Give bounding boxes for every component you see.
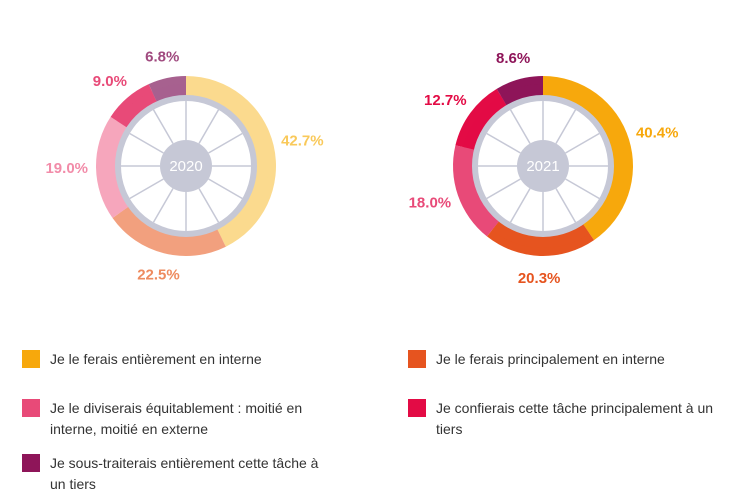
data-label: 20.3% xyxy=(518,270,561,287)
wheel-spoke xyxy=(198,109,220,144)
data-label: 19.0% xyxy=(45,160,88,177)
wheel-hub xyxy=(160,140,212,192)
wheel-spoke xyxy=(555,188,577,223)
donut-slice-inner-band xyxy=(463,95,507,150)
donut-slice-inner-band xyxy=(491,220,590,249)
wheel-spoke xyxy=(152,109,174,144)
data-label: 6.8% xyxy=(145,49,179,66)
donut-slice-inner-band xyxy=(119,206,223,248)
wheel-spoke xyxy=(198,188,220,223)
wheel-spoke xyxy=(486,132,521,154)
wheel-spoke xyxy=(208,178,243,200)
wheel-spoke xyxy=(509,109,531,144)
wheel-hub xyxy=(517,140,569,192)
donut-slice-inner-band xyxy=(103,121,129,214)
data-label: 42.7% xyxy=(281,133,324,150)
wheel-spoke xyxy=(555,109,577,144)
wheel-spoke xyxy=(129,178,164,200)
year-label: 2020 xyxy=(169,158,202,175)
wheel-spoke xyxy=(565,132,600,154)
wheel-spoke xyxy=(565,178,600,200)
donut-slice-inner-band xyxy=(117,91,157,128)
data-label: 22.5% xyxy=(137,267,180,284)
donut-slice-inner-band xyxy=(152,84,186,103)
donut-slice-inner-band xyxy=(461,147,500,231)
data-label: 12.7% xyxy=(424,92,467,109)
data-label: 18.0% xyxy=(409,195,452,212)
wheel-spoke xyxy=(208,132,243,154)
data-label: 8.6% xyxy=(496,50,530,67)
wheel-spoke xyxy=(152,188,174,223)
data-label: 9.0% xyxy=(93,73,127,90)
donut-slice-inner-band xyxy=(500,84,543,106)
donut-chart-2021: 40.4% 20.3% 18.0% 12.7% 8.6% 2021 xyxy=(409,50,679,287)
donut-slice-inner-band xyxy=(543,84,625,234)
data-label: 40.4% xyxy=(636,125,679,142)
wheel-spoke xyxy=(486,178,521,200)
wheel-spoke xyxy=(509,188,531,223)
donut-chart-2020: 42.7% 22.5% 19.0% 9.0% 6.8% 2020 xyxy=(45,49,323,284)
wheel-spoke xyxy=(129,132,164,154)
year-label: 2021 xyxy=(526,158,559,175)
